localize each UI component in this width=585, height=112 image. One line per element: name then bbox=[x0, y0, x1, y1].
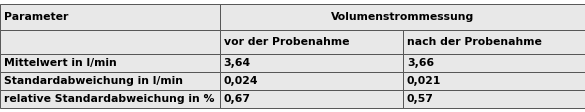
Text: Mittelwert in l/min: Mittelwert in l/min bbox=[4, 58, 117, 68]
Text: Parameter: Parameter bbox=[4, 12, 68, 22]
Bar bbox=[219, 30, 402, 54]
Text: Standardabweichung in l/min: Standardabweichung in l/min bbox=[4, 76, 183, 86]
Bar bbox=[0, 72, 219, 90]
Bar bbox=[0, 30, 219, 54]
Text: 0,024: 0,024 bbox=[223, 76, 258, 86]
Bar bbox=[402, 30, 585, 54]
Bar bbox=[0, 4, 219, 30]
Bar bbox=[402, 54, 585, 72]
Bar bbox=[219, 54, 402, 72]
Bar bbox=[219, 72, 402, 90]
Text: nach der Probenahme: nach der Probenahme bbox=[407, 37, 542, 47]
Bar bbox=[0, 90, 219, 108]
Text: 3,64: 3,64 bbox=[223, 58, 250, 68]
Text: vor der Probenahme: vor der Probenahme bbox=[223, 37, 349, 47]
Text: 0,67: 0,67 bbox=[223, 94, 250, 104]
Bar bbox=[0, 54, 219, 72]
Text: Volumenstrommessung: Volumenstrommessung bbox=[331, 12, 474, 22]
Text: 0,57: 0,57 bbox=[407, 94, 433, 104]
Bar bbox=[402, 72, 585, 90]
Bar bbox=[219, 4, 585, 30]
Bar bbox=[219, 90, 402, 108]
Text: 3,66: 3,66 bbox=[407, 58, 434, 68]
Text: relative Standardabweichung in %: relative Standardabweichung in % bbox=[4, 94, 215, 104]
Text: 0,021: 0,021 bbox=[407, 76, 441, 86]
Bar bbox=[402, 90, 585, 108]
